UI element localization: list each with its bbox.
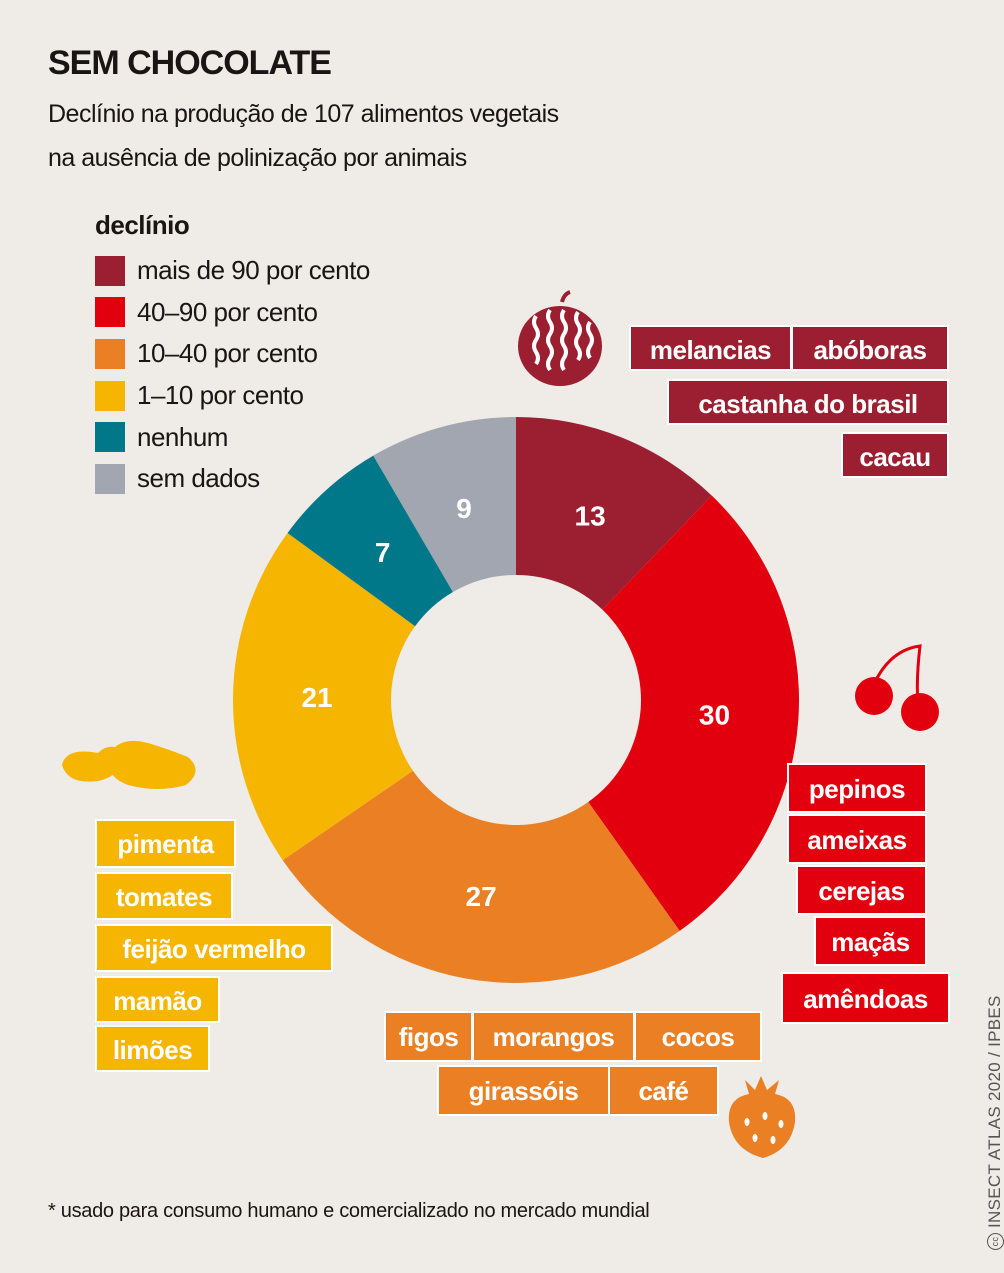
legend-label: 1–10 por cento bbox=[137, 380, 304, 411]
slice-value-label: 9 bbox=[456, 493, 472, 524]
example-label: feijão vermelho bbox=[95, 924, 333, 972]
legend-item: sem dados bbox=[95, 458, 370, 500]
slice-value-label: 27 bbox=[466, 881, 497, 912]
example-label: café bbox=[608, 1065, 719, 1116]
example-label: ameixas bbox=[787, 814, 927, 864]
legend-swatch bbox=[95, 297, 125, 328]
subtitle-line-2: na ausência de polinização por animais bbox=[48, 144, 467, 172]
legend-label: nenhum bbox=[137, 421, 228, 452]
donut-slice bbox=[232, 532, 416, 861]
legend-item: nenhum bbox=[95, 416, 370, 458]
cherries-icon bbox=[855, 644, 939, 731]
donut-slice bbox=[287, 455, 453, 627]
cc-license-icon: cc bbox=[987, 1233, 1004, 1250]
slice-value-label: 13 bbox=[575, 500, 606, 531]
example-label: limões bbox=[95, 1025, 210, 1072]
example-label: maçãs bbox=[814, 916, 927, 966]
footnote: * usado para consumo humano e comerciali… bbox=[48, 1200, 650, 1222]
slice-value-label: 30 bbox=[699, 700, 730, 731]
legend-item: 1–10 por cento bbox=[95, 375, 370, 417]
legend: declínio mais de 90 por cento 40–90 por c… bbox=[95, 210, 370, 500]
donut-slice bbox=[373, 417, 516, 593]
donut-slice bbox=[588, 495, 799, 931]
example-label: pepinos bbox=[787, 763, 927, 813]
legend-label: mais de 90 por cento bbox=[137, 255, 370, 286]
donut-slice bbox=[282, 770, 680, 983]
chart-subtitle: Declínio na produção de 107 alimentos ve… bbox=[48, 92, 748, 180]
credit: cc INSECT ATLAS 2020 / IPBES bbox=[985, 995, 1004, 1250]
legend-item: 40–90 por cento bbox=[95, 292, 370, 334]
legend-swatch bbox=[95, 422, 125, 453]
example-label: mamão bbox=[95, 976, 220, 1023]
beans-icon bbox=[62, 740, 196, 789]
watermelon-icon bbox=[518, 290, 602, 386]
legend-swatch bbox=[95, 463, 125, 494]
donut-slice bbox=[516, 417, 712, 610]
legend-title: declínio bbox=[95, 210, 190, 240]
example-label: cocos bbox=[634, 1011, 762, 1062]
slice-value-label: 7 bbox=[375, 537, 391, 568]
example-label: amêndoas bbox=[781, 972, 950, 1024]
example-label: girassóis bbox=[437, 1065, 610, 1116]
example-label: abóboras bbox=[791, 325, 949, 371]
legend-label: 10–40 por cento bbox=[137, 338, 318, 369]
example-label: castanha do brasil bbox=[667, 379, 949, 425]
example-label: cacau bbox=[841, 432, 949, 478]
subtitle-line-1: Declínio na produção de 107 alimentos ve… bbox=[48, 100, 559, 128]
legend-swatch bbox=[95, 255, 125, 286]
example-label: pimenta bbox=[95, 819, 236, 868]
example-label: cerejas bbox=[796, 865, 927, 915]
credit-text: INSECT ATLAS 2020 / IPBES bbox=[985, 995, 1004, 1228]
legend-swatch bbox=[95, 338, 125, 369]
legend-item: 10–40 por cento bbox=[95, 333, 370, 375]
legend-swatch bbox=[95, 380, 125, 411]
legend-label: sem dados bbox=[137, 463, 260, 494]
strawberry-icon bbox=[728, 1076, 796, 1158]
slice-value-label: 21 bbox=[301, 682, 332, 713]
chart-title: SEM CHOCOLATE bbox=[48, 44, 332, 82]
example-label: figos bbox=[384, 1011, 473, 1062]
example-label: morangos bbox=[472, 1011, 635, 1062]
example-label: tomates bbox=[95, 872, 233, 920]
legend-label: 40–90 por cento bbox=[137, 296, 318, 327]
example-label: melancias bbox=[629, 325, 792, 371]
legend-item: mais de 90 por cento bbox=[95, 250, 370, 292]
